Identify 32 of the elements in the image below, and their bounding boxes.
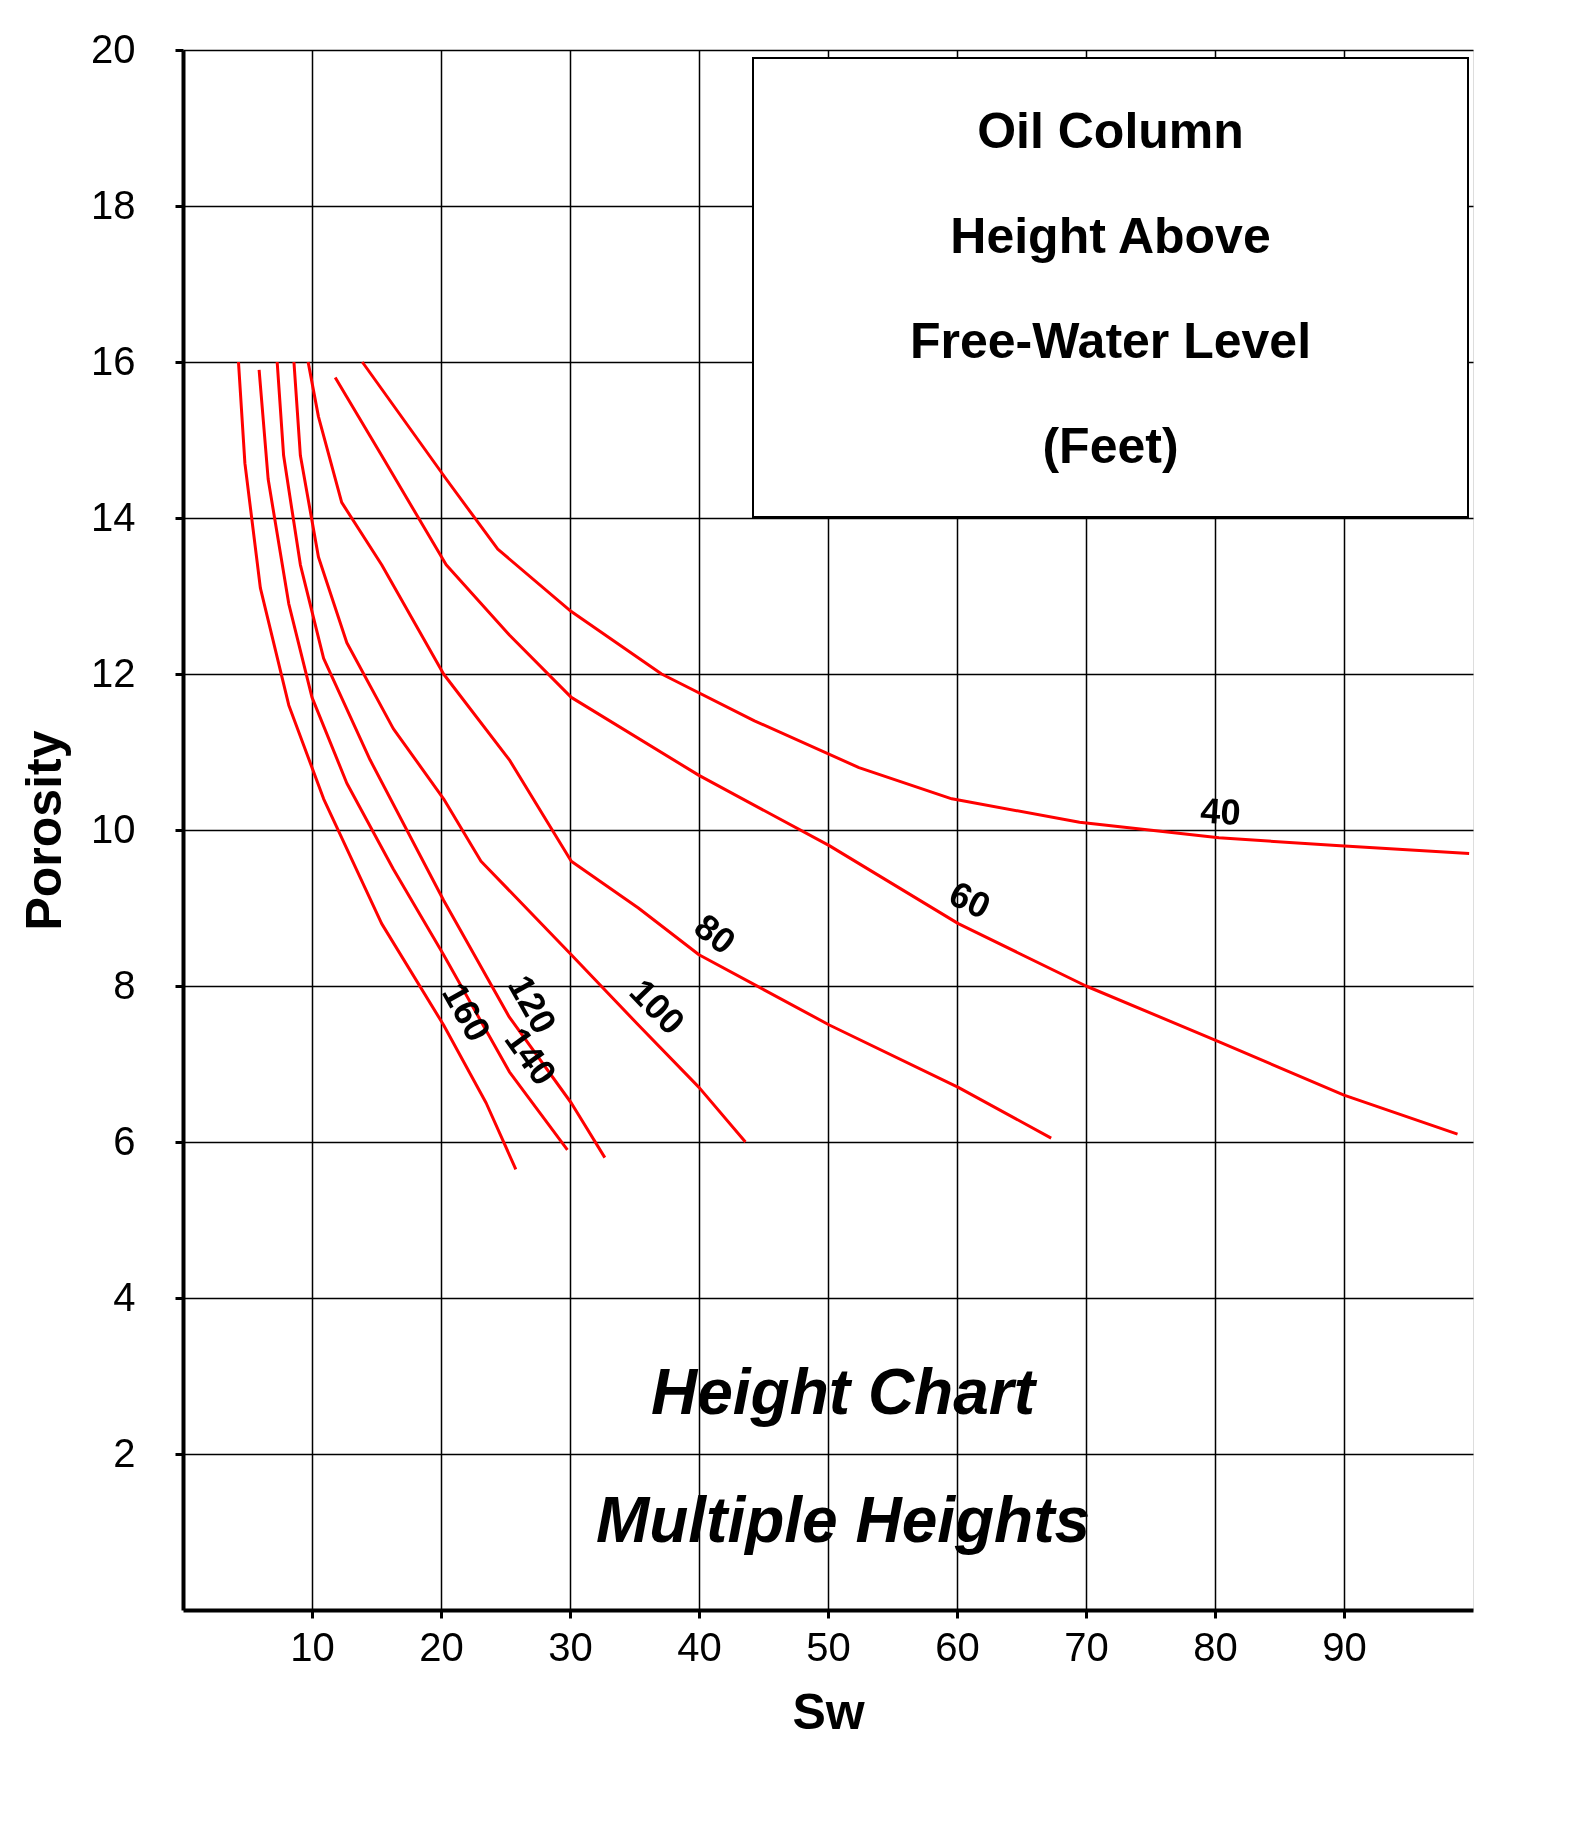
line-series bbox=[360, 360, 1471, 855]
x-tick-label: 30 bbox=[548, 1624, 593, 1669]
y-axis-title: Porosity bbox=[16, 730, 73, 931]
y-tick-label: 20 bbox=[91, 26, 136, 71]
y-tick-label: 6 bbox=[113, 1118, 136, 1163]
y-tick-label: 4 bbox=[113, 1274, 136, 1319]
x-tick-label: 40 bbox=[677, 1624, 722, 1669]
y-tick-label: 2 bbox=[113, 1430, 136, 1475]
x-tick-label: 10 bbox=[290, 1624, 335, 1669]
x-axis-title: Sw bbox=[792, 1683, 865, 1740]
line-series bbox=[257, 368, 569, 1152]
x-tick-label: 60 bbox=[935, 1624, 980, 1669]
annotation: Oil Column Height Above Free-Water Level (Feet) bbox=[909, 103, 1312, 474]
y-tick-label: 14 bbox=[91, 494, 136, 539]
y-tick-label: 18 bbox=[91, 182, 136, 227]
y-tick-label: 10 bbox=[91, 806, 136, 851]
x-tick-label: 70 bbox=[1064, 1624, 1109, 1669]
x-tick-label: 50 bbox=[806, 1624, 851, 1669]
y-tick-label: 16 bbox=[91, 338, 136, 383]
line-series bbox=[292, 360, 747, 1144]
annotation: 80 bbox=[686, 905, 744, 963]
y-tick-label: 12 bbox=[91, 650, 136, 695]
line-series bbox=[275, 360, 607, 1160]
annotation: 60 bbox=[942, 872, 997, 927]
y-tick-label: 8 bbox=[113, 962, 136, 1007]
annotation: 40 bbox=[1199, 789, 1242, 834]
line-series bbox=[333, 376, 1460, 1136]
annotation: 100 bbox=[621, 970, 694, 1043]
x-tick-label: 90 bbox=[1322, 1624, 1367, 1669]
x-tick-label: 80 bbox=[1193, 1624, 1238, 1669]
annotation: 160 bbox=[434, 975, 500, 1049]
x-tick-label: 20 bbox=[419, 1624, 464, 1669]
